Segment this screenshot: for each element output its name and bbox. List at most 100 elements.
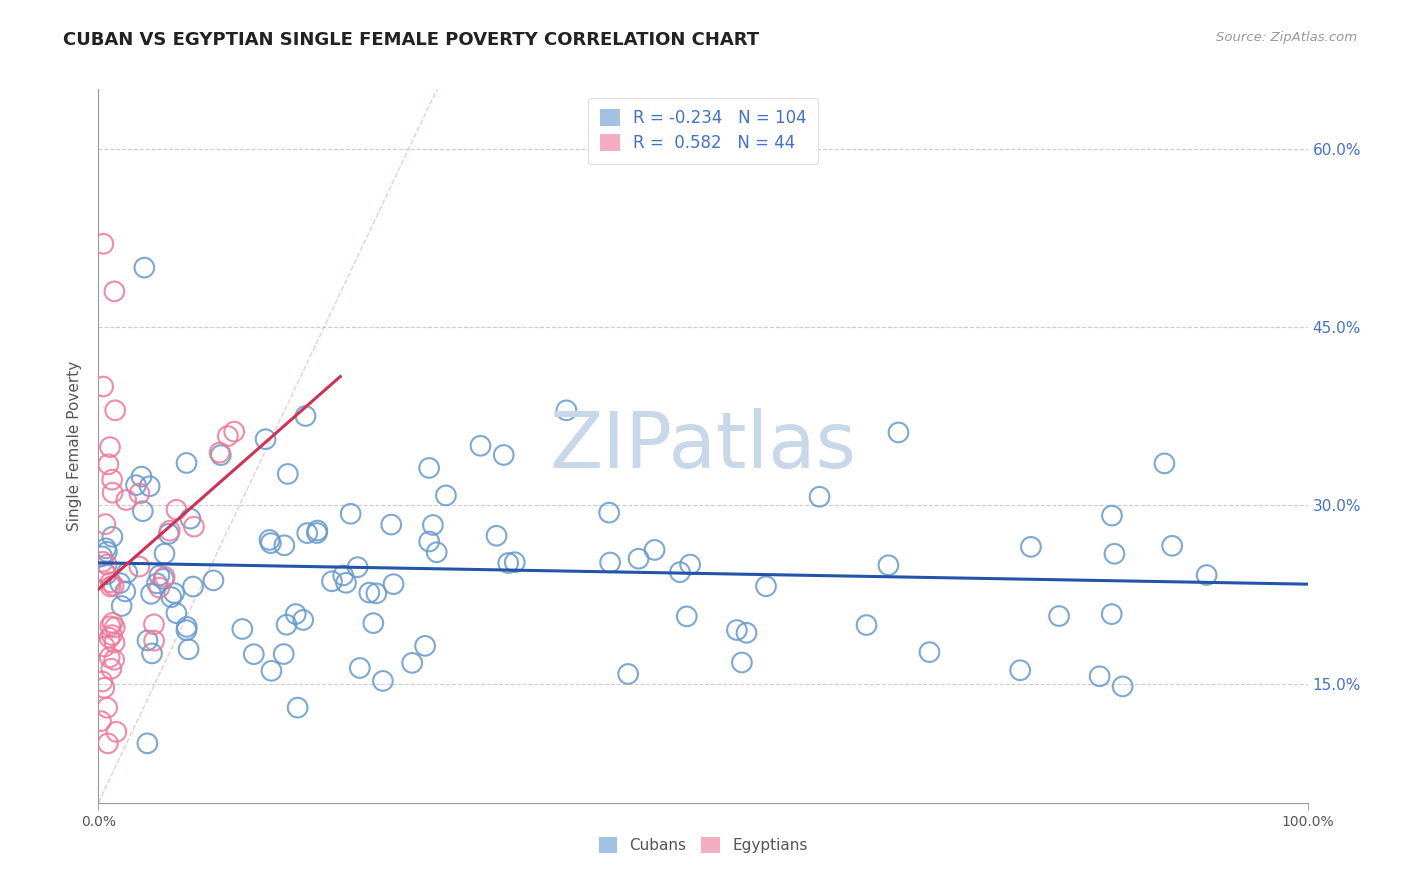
Point [98, 440, 121, 454]
Point [91, 674, 114, 689]
Point [160, 590, 183, 604]
Point [176, 623, 198, 637]
Point [231, 622, 253, 636]
Point [1161, 539, 1184, 553]
Point [254, 432, 277, 446]
Point [725, 623, 748, 637]
Point [259, 533, 281, 547]
Point [96, 700, 118, 714]
Point [598, 506, 620, 520]
Point [115, 493, 138, 508]
Point [105, 724, 128, 739]
Point [1101, 508, 1123, 523]
Point [181, 580, 204, 594]
Point [179, 511, 201, 525]
Point [152, 572, 174, 586]
Point [183, 519, 205, 533]
Point [159, 524, 181, 538]
Point [305, 526, 328, 541]
Point [297, 526, 319, 541]
Text: ZIPatlas: ZIPatlas [550, 408, 856, 484]
Point [260, 664, 283, 678]
Point [176, 456, 198, 470]
Point [94, 541, 117, 556]
Point [679, 558, 702, 572]
Text: CUBAN VS EGYPTIAN SINGLE FEMALE POVERTY CORRELATION CHART: CUBAN VS EGYPTIAN SINGLE FEMALE POVERTY … [63, 31, 759, 49]
Point [139, 587, 162, 601]
Point [96, 567, 118, 582]
Point [277, 467, 299, 481]
Point [143, 633, 166, 648]
Point [1153, 457, 1175, 471]
Point [100, 579, 122, 593]
Point [371, 673, 394, 688]
Point [153, 547, 176, 561]
Point [138, 479, 160, 493]
Point [617, 667, 640, 681]
Point [380, 517, 402, 532]
Point [101, 628, 124, 642]
Point [1088, 669, 1111, 683]
Point [260, 536, 283, 550]
Point [93, 640, 115, 654]
Point [382, 577, 405, 591]
Point [90, 714, 112, 728]
Point [166, 502, 188, 516]
Point [101, 530, 124, 544]
Point [1101, 607, 1123, 621]
Point [418, 534, 440, 549]
Point [287, 700, 309, 714]
Point [217, 429, 239, 443]
Point [100, 575, 122, 590]
Point [101, 473, 124, 487]
Point [104, 620, 127, 634]
Point [627, 551, 650, 566]
Point [94, 517, 117, 532]
Point [104, 403, 127, 417]
Point [339, 507, 361, 521]
Point [273, 538, 295, 552]
Point [136, 736, 159, 750]
Point [346, 560, 368, 574]
Point [97, 458, 120, 472]
Point [243, 647, 266, 661]
Point [153, 570, 176, 584]
Point [1047, 609, 1070, 624]
Point [292, 613, 315, 627]
Point [555, 403, 578, 417]
Point [98, 619, 121, 633]
Point [111, 599, 134, 613]
Point [855, 618, 877, 632]
Point [426, 545, 449, 559]
Point [101, 615, 124, 630]
Point [1111, 680, 1133, 694]
Point [103, 653, 125, 667]
Point [98, 631, 121, 645]
Point [93, 565, 115, 579]
Point [276, 617, 298, 632]
Point [887, 425, 910, 440]
Point [1104, 547, 1126, 561]
Point [470, 439, 492, 453]
Point [100, 662, 122, 676]
Point [224, 425, 246, 439]
Point [1010, 663, 1032, 677]
Point [366, 586, 388, 600]
Point [294, 409, 316, 423]
Point [96, 545, 118, 559]
Point [208, 445, 231, 459]
Point [141, 647, 163, 661]
Point [363, 616, 385, 631]
Point [115, 566, 138, 580]
Point [103, 579, 125, 593]
Point [108, 576, 131, 591]
Point [644, 543, 666, 558]
Point [496, 556, 519, 570]
Point [148, 581, 170, 595]
Y-axis label: Single Female Poverty: Single Female Poverty [67, 361, 83, 531]
Point [1195, 568, 1218, 582]
Point [349, 661, 371, 675]
Point [675, 609, 697, 624]
Point [134, 260, 156, 275]
Point [131, 469, 153, 483]
